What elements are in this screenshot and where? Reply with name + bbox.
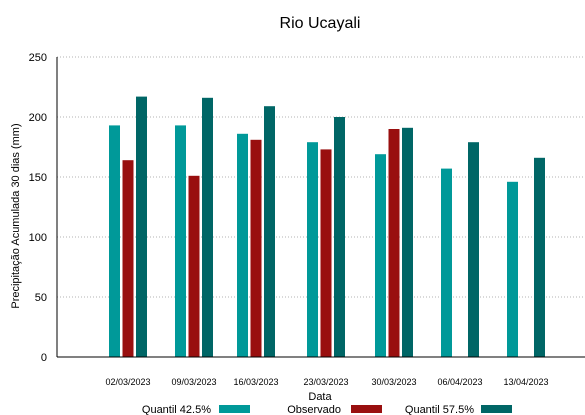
y-axis-label: Precipitação Acumulada 30 dias (mm) [10,123,22,308]
bar [507,181,518,357]
bar [402,127,413,357]
bar [375,154,386,357]
x-tick-labels: 02/03/2023 09/03/2023 16/03/2023 23/03/2023… [105,377,548,387]
y-tick-label: 100 [29,232,47,244]
legend-label: Observado [287,404,341,415]
y-tick-label: 0 [41,352,47,364]
bar [237,133,248,357]
x-tick-label: 06/04/2023 [437,377,482,387]
bar [109,125,120,358]
y-tick-label: 50 [35,292,47,304]
bar [320,149,332,357]
axes [56,57,585,358]
bar [388,129,400,357]
x-tick-label: 09/03/2023 [171,377,216,387]
x-tick-label: 23/03/2023 [303,377,348,387]
y-tick-label: 150 [29,172,47,184]
bar [175,125,186,358]
bar [136,96,147,357]
chart-title: Rio Ucayali [280,15,361,32]
bar [188,175,200,357]
bar [122,160,134,357]
bar [307,142,318,357]
x-tick-label: 30/03/2023 [371,377,416,387]
legend-label: Quantil 57.5% [405,404,474,415]
bar [250,139,262,357]
bar [334,117,345,357]
bars [109,96,545,358]
legend-swatch [481,405,512,413]
x-tick-label: 13/04/2023 [503,377,548,387]
x-tick-label: 16/03/2023 [233,377,278,387]
bar [202,97,213,358]
legend-label: Quantil 42.5% [142,404,211,415]
bar [468,142,479,357]
y-tick-label: 250 [29,52,47,64]
bar [264,106,275,357]
bar [534,157,545,357]
x-axis-label: Data [308,391,332,403]
y-tick-label: 200 [29,112,47,124]
legend-swatch [219,405,250,413]
x-tick-label: 02/03/2023 [105,377,150,387]
y-tick-labels: 0 50 100 150 200 250 [29,52,47,364]
bar [441,168,452,357]
legend: Quantil 42.5% Observado Quantil 57.5% [142,404,512,415]
legend-swatch [351,405,382,413]
